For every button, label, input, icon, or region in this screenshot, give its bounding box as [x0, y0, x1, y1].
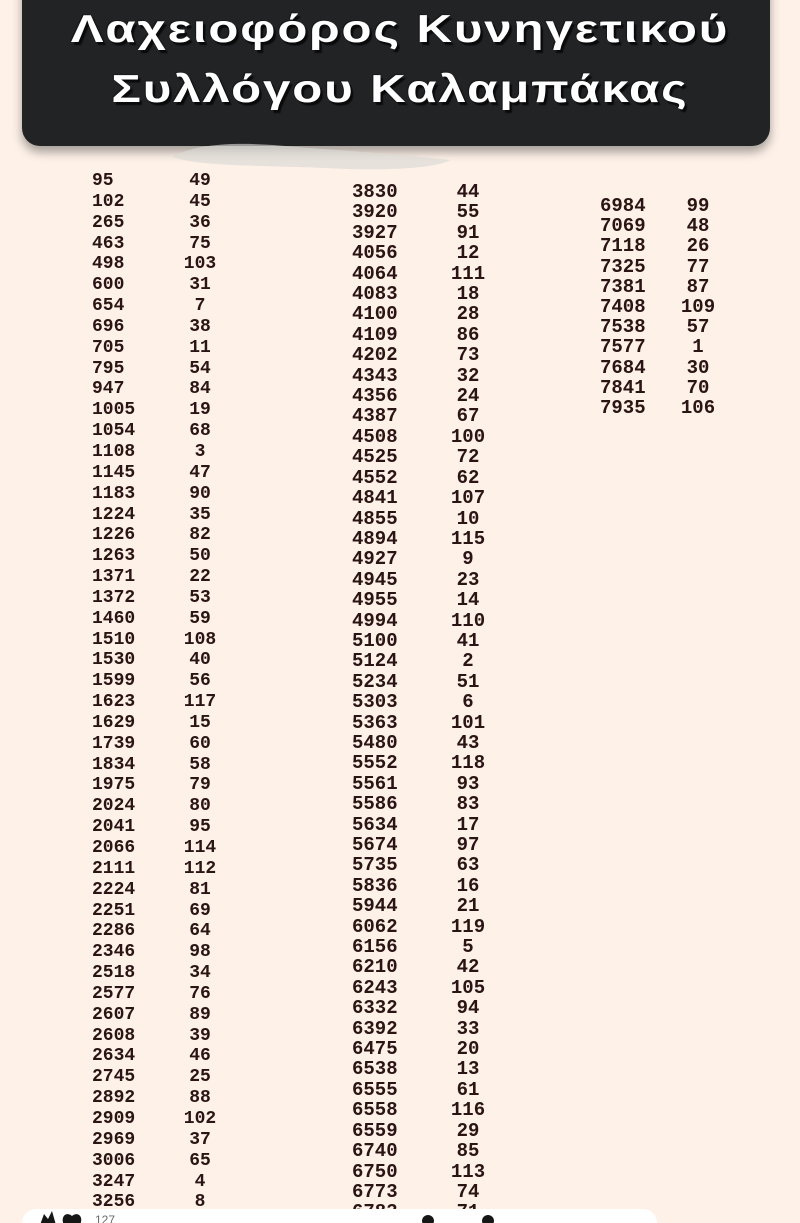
svg-text:127: 127 — [95, 1213, 115, 1223]
